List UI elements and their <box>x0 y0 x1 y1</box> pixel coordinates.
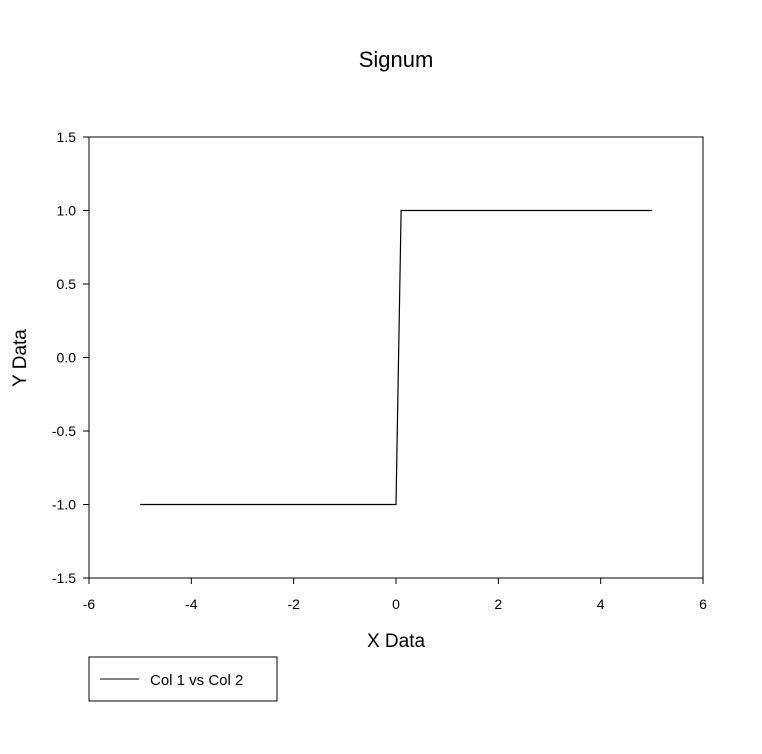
x-tick-label: -4 <box>185 596 198 612</box>
x-tick-label: -2 <box>287 596 300 612</box>
plot-area <box>88 136 704 579</box>
legend-label: Col 1 vs Col 2 <box>150 672 243 689</box>
y-tick-label: 1.5 <box>57 129 77 145</box>
y-tick-label: 0.5 <box>57 276 77 292</box>
y-tick-label: -0.5 <box>52 423 76 439</box>
x-tick-label: 6 <box>699 596 707 612</box>
x-tick-label: 2 <box>494 596 502 612</box>
y-tick-label: -1.5 <box>52 570 76 586</box>
series-layer <box>140 209 652 506</box>
x-tick-label: 0 <box>392 596 400 612</box>
legend: Col 1 vs Col 2 <box>88 656 278 702</box>
y-axis-label: Y Data <box>10 329 31 387</box>
x-axis: -6 -4 -2 0 2 4 6 <box>83 578 707 612</box>
x-axis-label: X Data <box>367 631 426 652</box>
y-axis: -1.5 -1.0 -0.5 0.0 0.5 1.0 1.5 <box>52 129 89 586</box>
x-tick-label: 4 <box>597 596 605 612</box>
y-tick-label: 1.0 <box>57 203 77 219</box>
x-tick-label: -6 <box>83 596 96 612</box>
y-tick-label: -1.0 <box>52 497 76 513</box>
chart-title: Signum <box>359 47 434 72</box>
y-tick-label: 0.0 <box>57 350 77 366</box>
series-line <box>140 209 652 506</box>
